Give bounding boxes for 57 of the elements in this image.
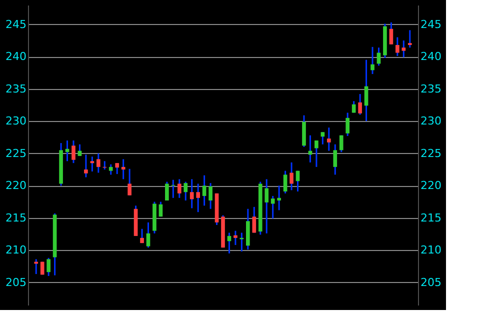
y-tick-label: 230: [6, 114, 26, 128]
candlestick: [96, 152, 100, 174]
candlestick: [364, 59, 368, 122]
candlestick: [72, 140, 76, 164]
candlestick: [84, 154, 88, 178]
candlestick: [346, 112, 350, 137]
y-tick-label: 240: [6, 50, 26, 64]
candlestick: [128, 168, 132, 196]
candlestick: [339, 134, 344, 153]
candlestick: [370, 46, 374, 75]
y2-tick-label: 220: [420, 179, 442, 192]
y-tick-label: 235: [6, 82, 26, 96]
candlestick: [202, 174, 206, 206]
candlestick: [196, 182, 200, 213]
candlestick: [146, 222, 150, 248]
candlestick: [115, 162, 120, 175]
candlestick: [389, 22, 394, 46]
candlestick: [108, 164, 113, 176]
candlestick: [270, 195, 275, 220]
y-tick-label: 225: [6, 146, 26, 160]
candlestick: [396, 36, 400, 57]
candlestick: [165, 181, 169, 202]
y-tick-label: 245: [6, 18, 26, 31]
y-tick-label: 215: [6, 211, 26, 224]
y2-tick-label: 235: [420, 82, 442, 96]
candlestick: [320, 131, 325, 146]
candlestick: [402, 40, 406, 58]
candlestick: [376, 46, 381, 66]
y2-tick-label: 225: [420, 146, 442, 160]
y2-tick-label: 205: [420, 276, 442, 289]
y2-tick-label: 230: [420, 114, 442, 128]
candlestick: [90, 156, 94, 172]
candlestick: [46, 257, 50, 277]
y-tick-label: 205: [6, 276, 26, 289]
candlestick: [302, 114, 306, 148]
candlestick: [277, 184, 281, 211]
candlestick: [234, 230, 238, 246]
candlestick: [190, 178, 194, 209]
candlestick: [358, 93, 362, 116]
y2-tick-label: 245: [420, 18, 442, 31]
candlestick: [314, 140, 318, 168]
candlestick: [264, 178, 269, 234]
y-tick-label: 220: [6, 179, 26, 192]
candlestick: [290, 162, 294, 191]
y2-tick-label: 215: [420, 211, 442, 224]
y-tick-label: 210: [6, 244, 26, 257]
y2-tick-label: 210: [420, 244, 442, 257]
candlestick: [177, 178, 182, 199]
candlestick: [252, 206, 256, 234]
candlestick: [408, 29, 412, 48]
candlestick: [333, 144, 338, 176]
candlestick: [283, 170, 288, 194]
candlestick: [140, 228, 144, 244]
candlestick: [208, 182, 212, 210]
candlestick: [184, 181, 188, 202]
y2-tick-label: 240: [420, 50, 442, 64]
candlestick: [326, 126, 331, 152]
